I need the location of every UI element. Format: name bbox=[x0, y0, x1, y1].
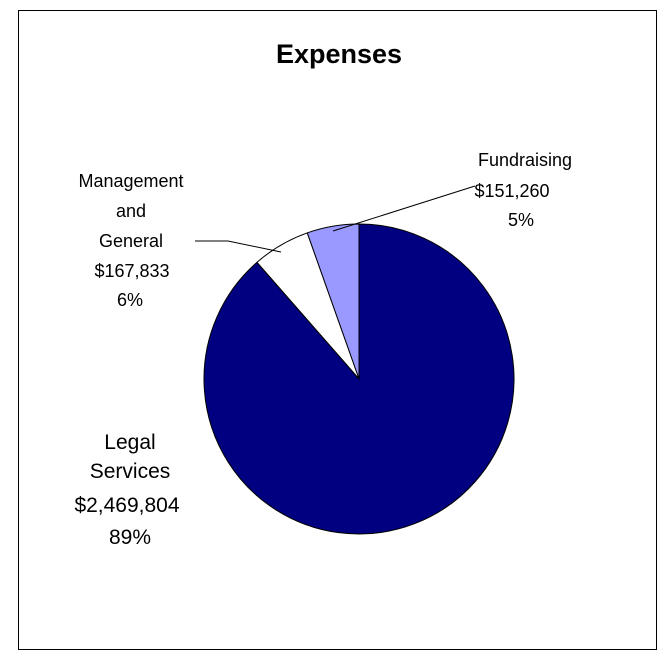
slice-label-value: $167,833 bbox=[94, 261, 169, 281]
slice-label-fundraising: Fundraising $151,260 5% bbox=[474, 150, 572, 230]
slice-label-name: Legal Services bbox=[90, 431, 171, 483]
slice-label-value: $2,469,804 bbox=[74, 494, 179, 517]
pie-slice-legal-services bbox=[203, 223, 515, 535]
slice-label-percent: 6% bbox=[117, 290, 143, 310]
slice-label-name-line: Management bbox=[78, 171, 183, 191]
pie-slices bbox=[203, 223, 515, 535]
expenses-pie-chart: Expenses Fundraising $151,260 5% Managem… bbox=[74, 39, 572, 549]
slice-label-name-line: and bbox=[116, 201, 146, 221]
slice-label-legal-services: Legal Services $2,469,804 89% bbox=[74, 431, 179, 549]
chart-title: Expenses bbox=[276, 39, 402, 69]
leader-line-fundraising bbox=[332, 185, 476, 232]
slice-label-management-and-general: Management and General $167,833 6% bbox=[78, 171, 183, 310]
slice-label-name: Fundraising bbox=[478, 150, 572, 170]
slice-label-percent: 89% bbox=[109, 526, 151, 549]
slice-label-percent: 5% bbox=[508, 210, 534, 230]
slice-label-value: $151,260 bbox=[474, 181, 549, 201]
slice-label-name-line: Legal bbox=[104, 431, 155, 454]
slice-label-name-line: General bbox=[99, 231, 163, 251]
leader-line-management bbox=[195, 240, 282, 253]
slice-label-name: Management and General bbox=[78, 171, 183, 251]
slice-label-name-line: Services bbox=[90, 460, 171, 483]
